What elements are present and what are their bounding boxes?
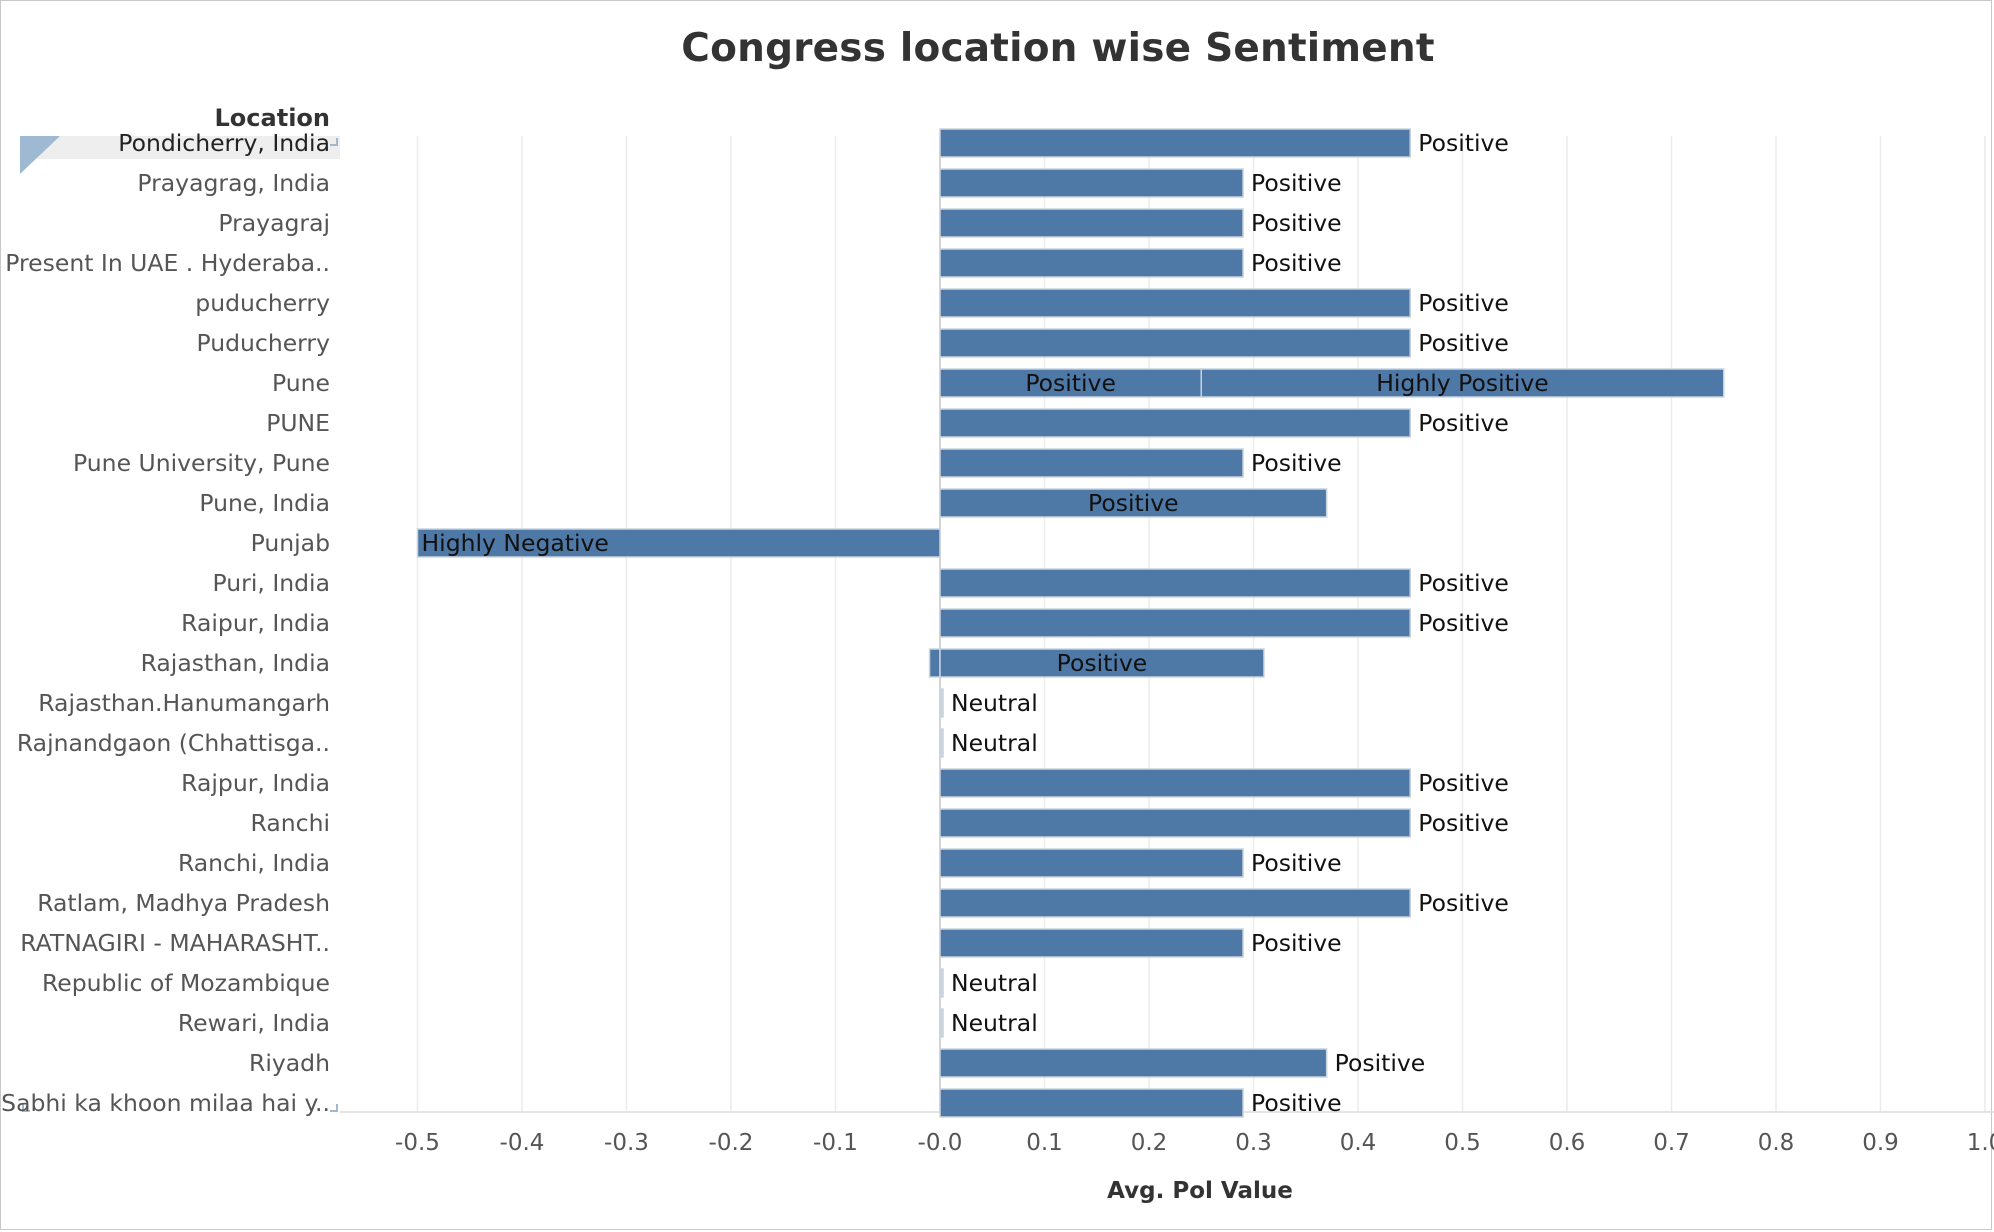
x-tick-label: -0.1: [813, 1130, 858, 1156]
bar-data-label: Positive: [1418, 129, 1509, 157]
x-tick-label: 0.5: [1444, 1130, 1481, 1156]
bar: [940, 689, 943, 717]
bar: [940, 449, 1243, 477]
bar-data-label: Neutral: [951, 729, 1038, 757]
bar-data-label: Positive: [1418, 889, 1509, 917]
x-tick-label: -0.5: [395, 1130, 440, 1156]
bar: [940, 169, 1243, 197]
bar-data-label: Positive: [1251, 449, 1342, 477]
bar-data-label: Positive: [1251, 929, 1342, 957]
bar-data-label: Positive: [1251, 249, 1342, 277]
x-tick-label: -0.2: [709, 1130, 754, 1156]
bar-data-label: Positive: [1088, 489, 1179, 517]
bar: [940, 409, 1410, 437]
bar-data-label: Neutral: [951, 969, 1038, 997]
bar: [940, 809, 1410, 837]
x-tick-label: 0.9: [1862, 1130, 1899, 1156]
x-tick-label: 0.6: [1549, 1130, 1586, 1156]
x-tick-label: -0.3: [604, 1130, 649, 1156]
bar-data-label: Positive: [1251, 849, 1342, 877]
bar-data-label: Positive: [1335, 1049, 1426, 1077]
x-tick-label: -0.0: [918, 1130, 963, 1156]
x-tick-label: 0.7: [1653, 1130, 1690, 1156]
bar: [940, 889, 1410, 917]
bar: [940, 729, 943, 757]
bar-data-label: Positive: [1251, 169, 1342, 197]
bar: [940, 1049, 1327, 1077]
bar-data-label: Positive: [1057, 649, 1148, 677]
bar-data-label: Positive: [1418, 769, 1509, 797]
x-tick-label: 0.4: [1340, 1130, 1377, 1156]
bar: [940, 969, 943, 997]
x-tick-label: 0.3: [1235, 1130, 1272, 1156]
bar-data-label: Positive: [1418, 329, 1509, 357]
bar-data-label: Positive: [1025, 369, 1116, 397]
bar: [940, 129, 1410, 157]
bar: [940, 609, 1410, 637]
x-tick-label: 0.1: [1026, 1130, 1063, 1156]
bar-data-label: Highly Positive: [1376, 369, 1549, 397]
bar-data-label: Neutral: [951, 689, 1038, 717]
bar-data-label: Positive: [1251, 1089, 1342, 1117]
bar-data-label: Neutral: [951, 1009, 1038, 1037]
bar-data-label: Positive: [1418, 569, 1509, 597]
bar: [940, 249, 1243, 277]
bar: [940, 569, 1410, 597]
bar: [940, 209, 1243, 237]
bar: [940, 329, 1410, 357]
bar: [940, 849, 1243, 877]
bar: [940, 1089, 1243, 1117]
bar-data-label: Highly Negative: [422, 529, 609, 557]
bar: [940, 769, 1410, 797]
bar-data-label: Positive: [1418, 609, 1509, 637]
bar: [940, 1009, 943, 1037]
bar-data-label: Positive: [1418, 289, 1509, 317]
bar: [940, 929, 1243, 957]
x-tick-label: -0.4: [500, 1130, 545, 1156]
x-axis-title: Avg. Pol Value: [1020, 1178, 1380, 1204]
x-tick-label: 0.8: [1758, 1130, 1795, 1156]
bar: [930, 649, 940, 677]
bar: [940, 289, 1410, 317]
x-tick-label: 1.0: [1967, 1130, 1994, 1156]
bar-data-label: Positive: [1418, 409, 1509, 437]
x-tick-label: 0.2: [1131, 1130, 1168, 1156]
bar-data-label: Positive: [1418, 809, 1509, 837]
bar-data-label: Positive: [1251, 209, 1342, 237]
